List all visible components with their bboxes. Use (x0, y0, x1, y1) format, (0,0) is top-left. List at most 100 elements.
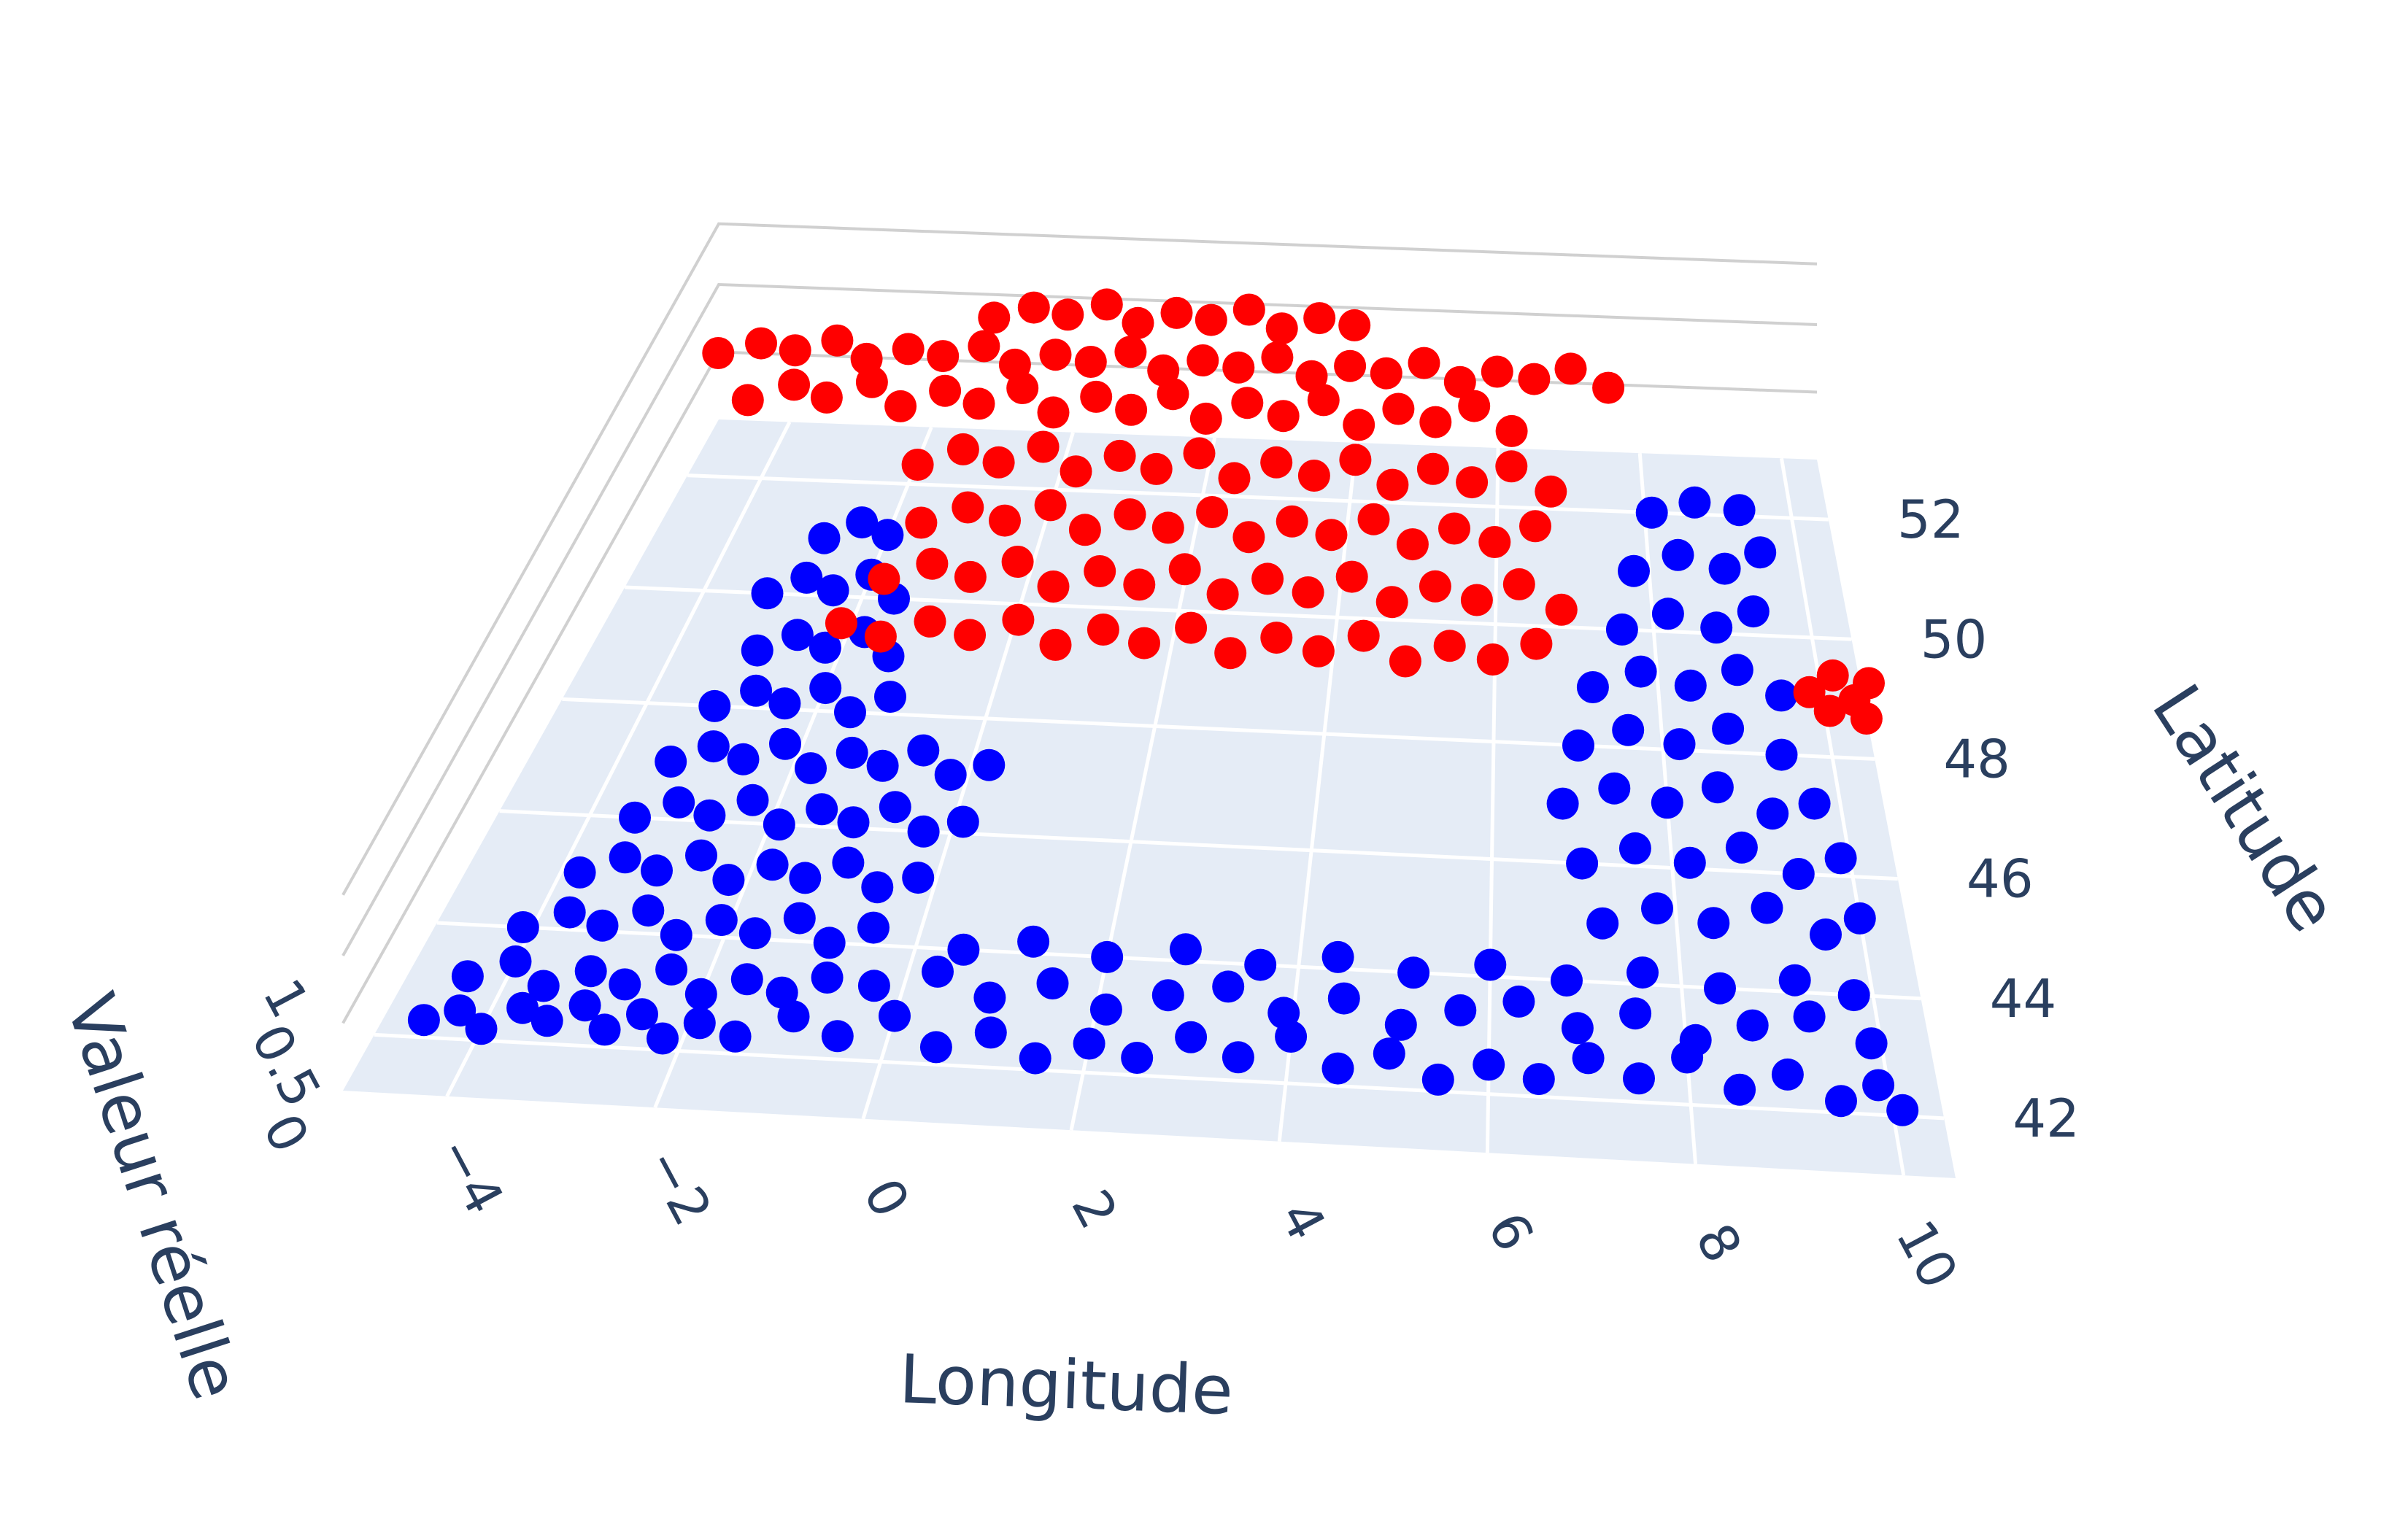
data-point (777, 1000, 810, 1033)
data-point (1438, 512, 1470, 545)
data-point (632, 894, 665, 927)
data-point (451, 960, 484, 993)
data-point (1039, 628, 1072, 661)
data-point (1837, 979, 1870, 1012)
data-point (1535, 475, 1567, 508)
data-point (745, 327, 777, 360)
data-point (738, 917, 771, 950)
data-point (1251, 562, 1284, 595)
x-tick-label: 6 (1476, 1202, 1546, 1261)
data-point (1443, 365, 1476, 398)
data-point (836, 736, 868, 769)
data-point (916, 547, 949, 580)
data-point (655, 953, 688, 986)
data-point (1576, 671, 1609, 703)
data-point (1679, 1024, 1712, 1056)
data-point (973, 748, 1006, 781)
data-point (884, 390, 917, 422)
data-point (684, 978, 717, 1010)
data-point (1723, 494, 1756, 527)
data-point (879, 791, 911, 824)
data-point (1261, 341, 1294, 374)
data-point (506, 991, 539, 1024)
data-point (857, 970, 890, 1002)
data-point (1039, 338, 1072, 371)
data-point (821, 1020, 854, 1053)
data-point (1566, 847, 1599, 880)
floor-grid-line-x (1485, 447, 1500, 1153)
data-point (783, 902, 816, 935)
data-point (1260, 622, 1293, 654)
data-point (1339, 444, 1372, 476)
data-point (1810, 918, 1842, 951)
data-point (568, 989, 601, 1022)
data-point (619, 801, 651, 834)
data-point (719, 1020, 752, 1053)
data-point (905, 506, 938, 539)
z-tick-label: 0.5 (239, 1014, 333, 1117)
data-point (756, 848, 789, 881)
data-point (1080, 380, 1113, 413)
data-point (1073, 1027, 1105, 1060)
data-point (1545, 593, 1578, 626)
y-tick-label: 44 (1990, 968, 2057, 1029)
data-point (1327, 982, 1360, 1015)
data-point (1700, 611, 1733, 644)
data-point (1456, 466, 1489, 499)
data-point (1357, 503, 1390, 535)
data-point (790, 561, 823, 594)
data-point (730, 963, 763, 996)
data-point (1260, 446, 1293, 479)
data-point (1121, 1042, 1154, 1074)
data-point (1862, 1069, 1895, 1102)
data-point (962, 387, 995, 420)
data-point (1384, 1008, 1417, 1041)
data-point (1522, 1063, 1555, 1096)
data-point (1641, 892, 1673, 925)
data-point (1168, 553, 1201, 586)
data-point (864, 620, 897, 653)
data-point (929, 374, 962, 407)
data-point (1756, 797, 1789, 830)
data-point (1321, 940, 1354, 973)
data-point (1074, 346, 1107, 378)
data-point (1853, 667, 1885, 700)
data-point (740, 674, 773, 707)
data-point (989, 504, 1021, 537)
data-point (1421, 1063, 1454, 1096)
data-point (817, 574, 849, 607)
data-point (698, 689, 731, 722)
data-point (1520, 627, 1553, 660)
data-point (1315, 519, 1348, 552)
data-point (1382, 392, 1415, 425)
data-point (1175, 611, 1208, 644)
wall-grid-line (341, 282, 1818, 956)
data-point (1373, 1037, 1405, 1070)
data-point (1460, 584, 1493, 616)
data-point (1678, 486, 1711, 519)
data-point (1618, 832, 1651, 864)
data-point (1370, 357, 1402, 390)
data-point (1798, 787, 1831, 820)
data-point (1444, 994, 1477, 1026)
data-point (609, 841, 641, 874)
data-point (1396, 528, 1429, 561)
data-point (998, 348, 1031, 381)
x-tick-label: 10 (1884, 1210, 1969, 1298)
data-point (868, 562, 900, 595)
data-point (808, 522, 841, 554)
data-point (809, 672, 842, 705)
data-point (1206, 578, 1239, 611)
data-point (1782, 858, 1815, 890)
data-point (1816, 659, 1849, 692)
data-point (1502, 985, 1535, 1018)
data-point (789, 862, 822, 894)
data-point (1276, 505, 1308, 538)
data-point (1697, 907, 1730, 940)
data-point (1419, 406, 1452, 438)
data-point (1612, 713, 1645, 746)
data-point (1419, 570, 1451, 603)
y-axis-title: Latitude (2137, 671, 2353, 945)
data-point (946, 433, 979, 465)
